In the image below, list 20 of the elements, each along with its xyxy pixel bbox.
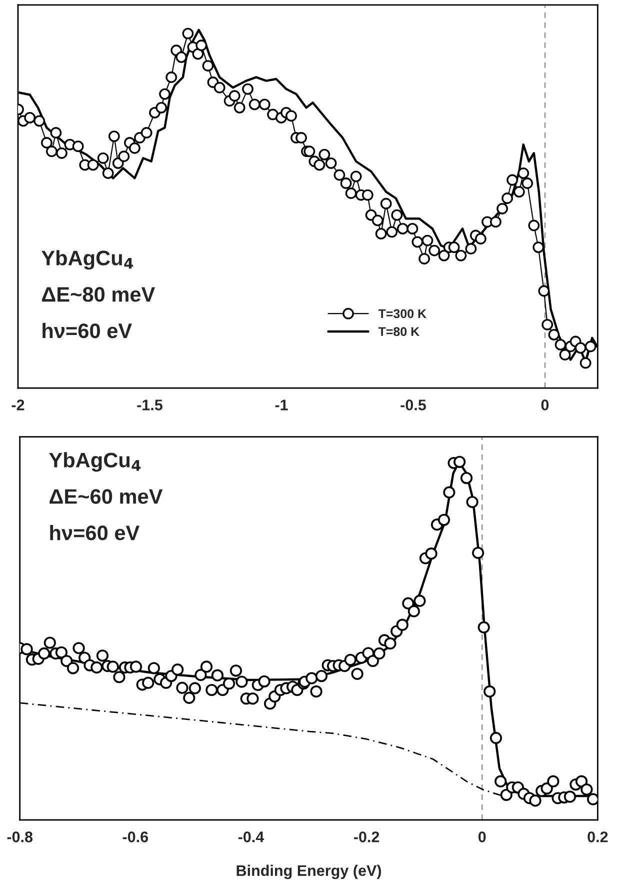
x-tick-label: -1.5 xyxy=(137,400,162,410)
x-tick-label: -0.4 xyxy=(238,832,264,842)
x-tick-label: -0.2 xyxy=(354,832,380,842)
x-tick-label: -1 xyxy=(275,400,288,410)
annotation: ΔE~80 meV xyxy=(42,287,156,302)
x-tick-label: -0.5 xyxy=(400,400,426,410)
x-axis-title: Binding Energy (eV) xyxy=(236,864,382,880)
x-tick-label: -0.6 xyxy=(122,832,148,842)
x-tick-label: -2 xyxy=(12,400,24,410)
x-tick-label: -0.8 xyxy=(7,832,33,842)
annotation: hν=60 eV xyxy=(42,322,132,338)
annotation: YbAgCu$_{4}$ xyxy=(49,452,141,472)
x-tick-label: 0 xyxy=(541,400,549,410)
x-tick-label: 0.2 xyxy=(588,832,608,842)
annotation: ΔE~60 meV xyxy=(50,489,163,504)
annotation: hν=60 eV xyxy=(50,524,140,540)
legend-label: T=80 K xyxy=(378,327,420,336)
legend-label: T=300 K xyxy=(378,309,426,318)
annotation: YbAgCu$_{4}$ xyxy=(42,250,134,270)
x-tick-label: 0 xyxy=(478,832,486,842)
